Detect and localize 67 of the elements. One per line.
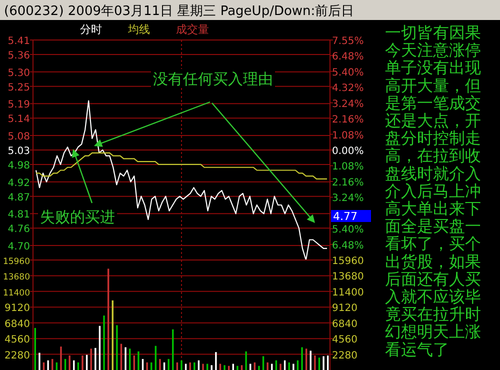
- text: 竟买在拉升时: [385, 304, 481, 324]
- y-tick-label: 5.36: [8, 50, 30, 62]
- y2-tick-label: 15960: [332, 256, 364, 267]
- text: 面全是买盘一: [385, 216, 481, 236]
- y-tick-label: 6840: [4, 318, 30, 330]
- y-tick-label: 11400: [2, 288, 30, 298]
- y-tick-label: 13680: [2, 272, 30, 283]
- y-tick-label: 2280: [4, 350, 30, 362]
- text: 成交量: [176, 23, 209, 36]
- y2-tick-label: 4.32%: [332, 83, 364, 94]
- y2-tick-label: 1.08%: [332, 130, 364, 142]
- y2-tick-label: 2.16%: [332, 114, 364, 126]
- text: 高，在拉到收: [385, 146, 481, 166]
- y-tick-label: 4.76: [8, 224, 30, 236]
- y-tick-label: 15960: [2, 257, 30, 267]
- y-tick-label: 5.41: [8, 36, 30, 47]
- y2-tick-label: 6.48%: [332, 52, 364, 63]
- text: 高开大量，但: [385, 76, 481, 95]
- y2-tick-label: 3.24%: [332, 98, 364, 110]
- text: 盘分时控制走: [385, 128, 481, 148]
- y-tick-label: 5.08: [8, 132, 30, 143]
- y2-tick-label: 0.00%: [332, 146, 364, 157]
- y-tick-label: 5.19: [8, 100, 30, 111]
- y-tick-label: 5.30: [8, 68, 30, 79]
- y-tick-label: 4.92: [8, 178, 30, 189]
- y2-tick-label: 6.48%: [332, 240, 364, 252]
- text: 看运气了: [385, 340, 449, 359]
- text: 分时: [80, 23, 102, 36]
- y-tick-label: 5.25: [8, 82, 30, 94]
- annotation: 失败的买进: [40, 208, 115, 226]
- text: 均线: [127, 23, 150, 36]
- text: 出货股，如果: [385, 252, 481, 271]
- text: 幻想明天上涨: [385, 322, 481, 342]
- text: 入就不应该毕: [385, 287, 481, 306]
- y2-tick-label: 1.08%: [332, 162, 364, 173]
- text: 4.77: [333, 210, 358, 223]
- y2-tick-label: 2.16%: [332, 177, 364, 188]
- y2-tick-label: 9120: [332, 303, 358, 314]
- y2-tick-label: 11400: [332, 287, 364, 298]
- y2-tick-label: 5.40%: [332, 67, 364, 78]
- y-tick-label: 4.87: [8, 192, 30, 204]
- y-tick-label: 5.03: [8, 146, 30, 157]
- y-tick-label: 4.81: [8, 210, 30, 221]
- y-tick-label: 5.14: [8, 114, 30, 126]
- y2-tick-label: 7.55%: [332, 36, 364, 47]
- annotation: 没有任何买入理由: [153, 70, 273, 88]
- y2-tick-label: 4560: [332, 334, 358, 346]
- text: 今天注意涨停: [385, 40, 481, 60]
- text: 高大单出来下: [385, 199, 481, 218]
- y2-tick-label: 3.24%: [332, 193, 364, 204]
- text: 是第一笔成交: [385, 93, 481, 112]
- text: 介入后马上冲: [385, 181, 481, 200]
- y2-tick-label: 6840: [332, 318, 358, 330]
- chart-title: (600232) 2009年03月11日 星期三 PageUp/Down:前后日: [4, 4, 354, 19]
- text: 一切皆有因果: [385, 23, 481, 42]
- text: 盘线时就介入: [385, 164, 481, 183]
- y-tick-label: 4.98: [8, 160, 30, 172]
- y2-tick-label: 13680: [332, 272, 364, 283]
- text: 还是大点，开: [385, 111, 481, 130]
- y2-tick-label: 2280: [332, 350, 358, 362]
- y-tick-label: 9120: [4, 303, 30, 314]
- y-tick-label: 4560: [4, 334, 30, 346]
- y2-tick-label: 5.40%: [332, 224, 364, 236]
- text: 看坏了，买个: [385, 234, 481, 254]
- text: 后面还有人买: [385, 269, 481, 288]
- text: 单子没有出现: [385, 58, 481, 78]
- y-tick-label: 4.70: [8, 242, 30, 253]
